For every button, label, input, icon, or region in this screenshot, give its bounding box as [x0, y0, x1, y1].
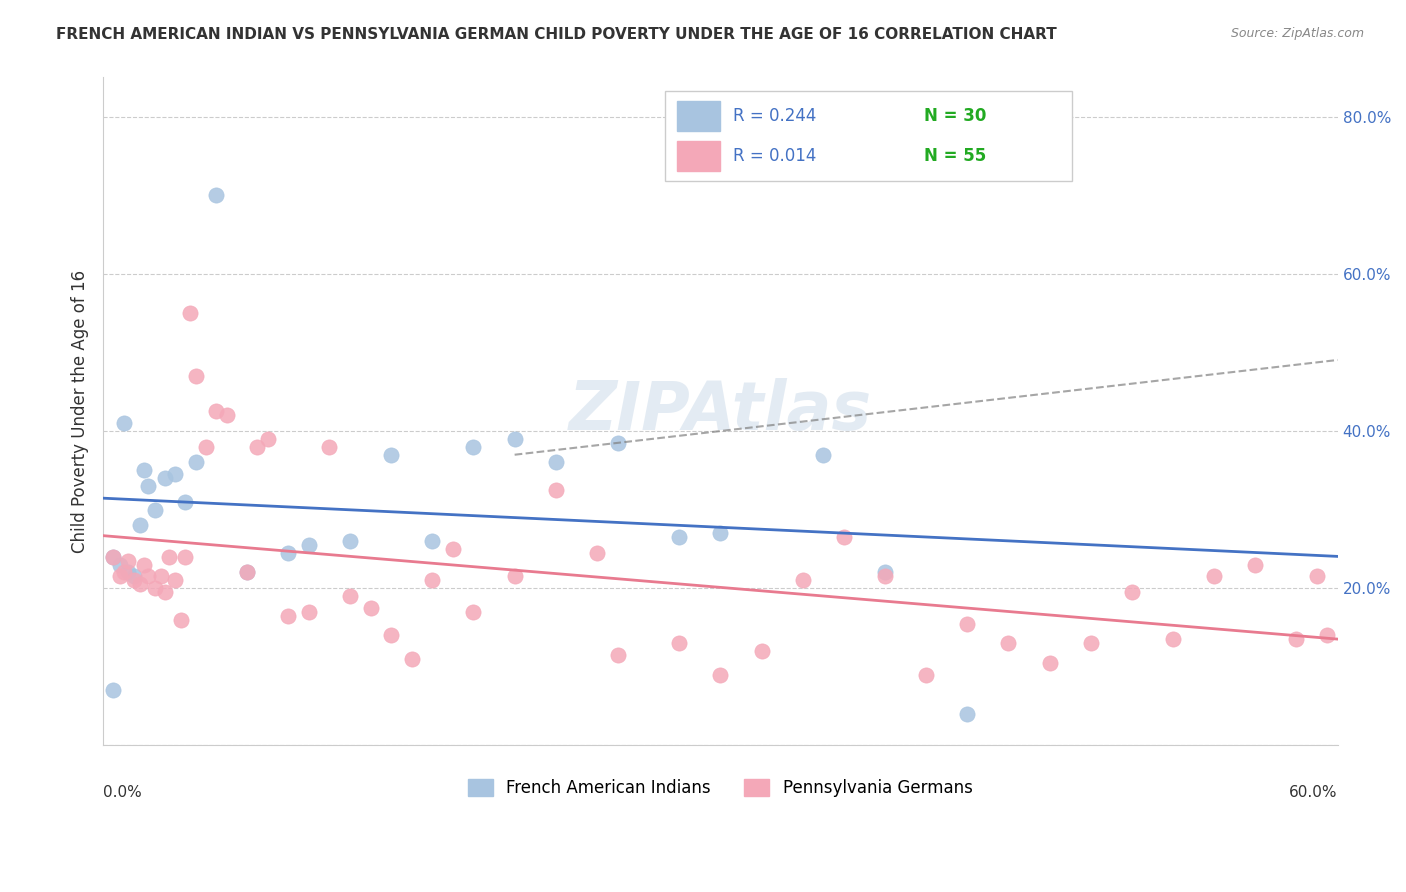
Legend: French American Indians, Pennsylvania Germans: French American Indians, Pennsylvania Ge… [461, 772, 980, 804]
Point [298, 538, 321, 552]
Point [122, 574, 145, 588]
Point [956, 616, 979, 631]
Point [586, 546, 609, 560]
Point [606, 648, 628, 662]
Point [503, 569, 526, 583]
Point [108, 558, 131, 572]
Point [544, 483, 567, 497]
Point [174, 549, 197, 564]
Point [668, 636, 690, 650]
Point [157, 549, 180, 564]
Point [1080, 636, 1102, 650]
Point [170, 613, 193, 627]
Point [103, 549, 125, 564]
Point [606, 435, 628, 450]
Point [441, 541, 464, 556]
Point [709, 667, 731, 681]
Point [1121, 585, 1143, 599]
Text: FRENCH AMERICAN INDIAN VS PENNSYLVANIA GERMAN CHILD POVERTY UNDER THE AGE OF 16 : FRENCH AMERICAN INDIAN VS PENNSYLVANIA G… [56, 27, 1057, 42]
Point [246, 440, 269, 454]
Point [873, 569, 896, 583]
Y-axis label: Child Poverty Under the Age of 16: Child Poverty Under the Age of 16 [72, 269, 89, 553]
Point [463, 440, 485, 454]
Text: ZIPAtlas: ZIPAtlas [569, 378, 872, 444]
Text: Source: ZipAtlas.com: Source: ZipAtlas.com [1230, 27, 1364, 40]
Point [873, 566, 896, 580]
Point [420, 534, 443, 549]
Point [277, 608, 299, 623]
Point [174, 494, 197, 508]
Point [236, 566, 259, 580]
Bar [678, 141, 720, 171]
Point [205, 404, 228, 418]
Point [165, 467, 187, 482]
Point [420, 574, 443, 588]
Point [1161, 632, 1184, 647]
Point [709, 526, 731, 541]
Point [339, 589, 361, 603]
Point [103, 683, 125, 698]
Point [143, 502, 166, 516]
Point [165, 574, 187, 588]
Point [112, 566, 135, 580]
Point [792, 574, 814, 588]
Point [103, 549, 125, 564]
Point [339, 534, 361, 549]
Point [1306, 569, 1329, 583]
Point [915, 667, 938, 681]
Point [184, 369, 207, 384]
Point [997, 636, 1019, 650]
Text: R = 0.244: R = 0.244 [733, 107, 815, 125]
Point [751, 644, 773, 658]
Point [544, 455, 567, 469]
Point [1204, 569, 1226, 583]
Point [153, 471, 176, 485]
Point [108, 569, 131, 583]
Point [179, 306, 201, 320]
Point [956, 706, 979, 721]
Point [463, 605, 485, 619]
Point [117, 554, 139, 568]
Text: R = 0.014: R = 0.014 [733, 147, 815, 165]
Point [380, 448, 402, 462]
Point [149, 569, 172, 583]
Point [1316, 628, 1339, 642]
Text: 0.0%: 0.0% [103, 785, 142, 800]
Point [360, 600, 382, 615]
Point [112, 416, 135, 430]
Point [134, 558, 156, 572]
FancyBboxPatch shape [665, 91, 1073, 181]
Point [236, 566, 259, 580]
Point [215, 409, 238, 423]
Point [143, 581, 166, 595]
Point [122, 569, 145, 583]
Point [832, 530, 855, 544]
Point [503, 432, 526, 446]
Point [117, 566, 139, 580]
Point [380, 628, 402, 642]
Point [1285, 632, 1308, 647]
Point [813, 448, 835, 462]
Point [277, 546, 299, 560]
Point [1244, 558, 1267, 572]
Point [138, 479, 160, 493]
Point [153, 585, 176, 599]
Text: N = 30: N = 30 [924, 107, 987, 125]
Point [1039, 656, 1062, 670]
Point [129, 518, 152, 533]
Point [184, 455, 207, 469]
Text: N = 55: N = 55 [924, 147, 987, 165]
Point [129, 577, 152, 591]
Point [318, 440, 340, 454]
Point [195, 440, 218, 454]
Point [401, 652, 423, 666]
Text: 60.0%: 60.0% [1289, 785, 1337, 800]
Point [668, 530, 690, 544]
Point [256, 432, 278, 446]
Point [134, 463, 156, 477]
Point [298, 605, 321, 619]
Point [205, 188, 228, 202]
Bar [678, 101, 720, 131]
Point [138, 569, 160, 583]
